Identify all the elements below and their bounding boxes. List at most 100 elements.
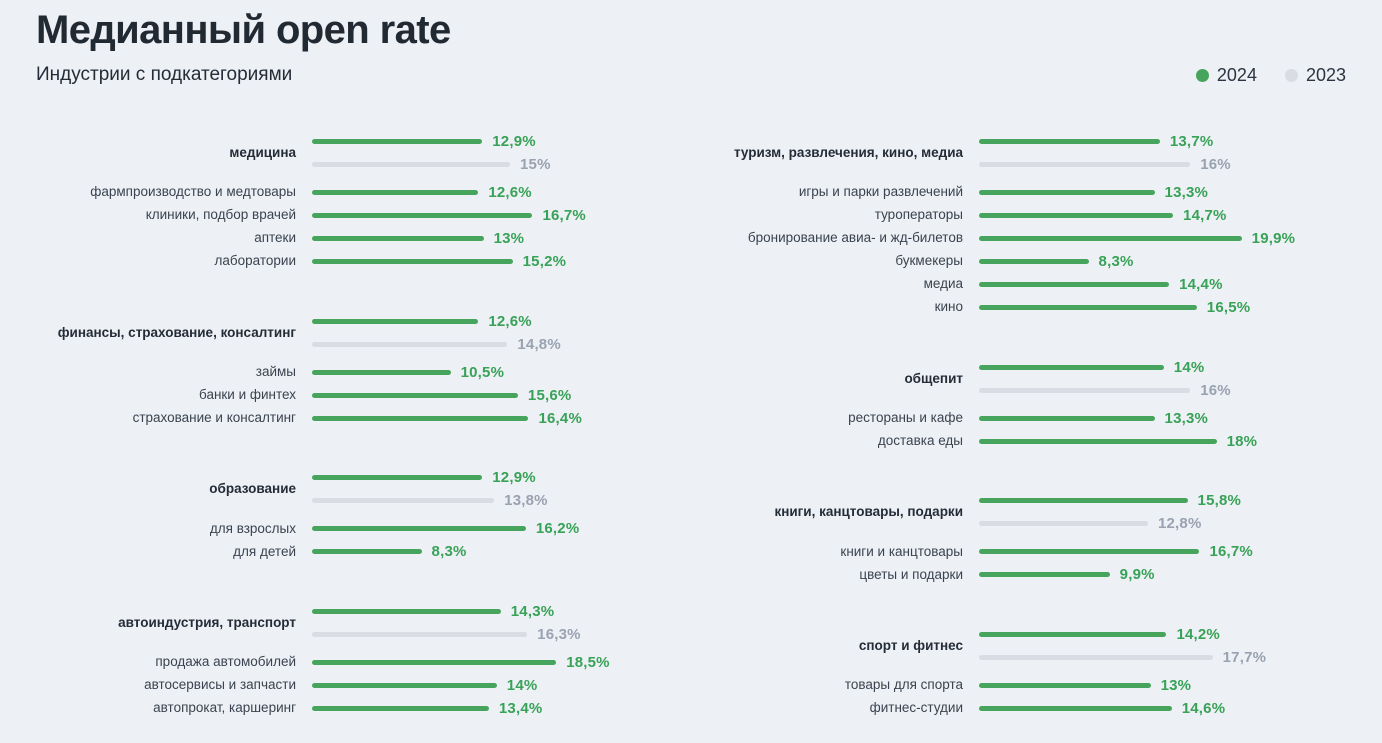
value-2024: 18% bbox=[1226, 432, 1258, 450]
group-header: образование 12,9% 13,8% bbox=[36, 466, 679, 512]
bar-row-2024: 16,7% bbox=[312, 204, 679, 227]
bar-2023 bbox=[312, 162, 510, 167]
subcategories: для взрослых 16,2% для детей 8,3% bbox=[36, 517, 679, 563]
bar-row-2024: 13% bbox=[979, 674, 1346, 697]
subcategory-label: фитнес-студии bbox=[869, 700, 963, 716]
bar-2024 bbox=[312, 318, 479, 324]
group-header: медицина 12,9% 15% bbox=[36, 130, 679, 176]
subcategory-row: банки и финтех 15,6% bbox=[36, 384, 679, 407]
bar-2024 bbox=[979, 631, 1167, 637]
bar-row-2024: 12,6% bbox=[312, 181, 679, 204]
subcategory-label: продажа автомобилей bbox=[155, 654, 296, 670]
industry-group: автоиндустрия, транспорт 14,3% 16,3% продаж… bbox=[36, 600, 679, 720]
bar-row-2024: 14% bbox=[312, 674, 679, 697]
bar-row-2024: 14,7% bbox=[979, 204, 1346, 227]
bar-2024 bbox=[979, 438, 1217, 444]
bar-2024 bbox=[312, 392, 518, 398]
subcategories: рестораны и кафе 13,3% доставка еды 18% bbox=[703, 407, 1346, 453]
subcategory-label: займы bbox=[255, 364, 296, 380]
value-2024: 14,7% bbox=[1183, 207, 1227, 224]
bar-2024 bbox=[312, 213, 533, 218]
bar-row-2024: 13,3% bbox=[979, 181, 1346, 204]
bar-row-2024: 14,2% bbox=[979, 623, 1346, 646]
value-2024: 13,3% bbox=[1164, 409, 1209, 427]
industry-group: медицина 12,9% 15% фармпроизводство и медто… bbox=[36, 130, 679, 273]
subcategory-row: фитнес-студии 14,6% bbox=[703, 697, 1346, 720]
bar-2024 bbox=[979, 139, 1160, 144]
bar-row-2024: 10,5% bbox=[312, 361, 679, 384]
bar-row-2024: 13,4% bbox=[312, 697, 679, 720]
subcategory-row: страхование и консалтинг 16,4% bbox=[36, 407, 679, 430]
group-label: медицина bbox=[229, 144, 296, 160]
bar-row-2024: 16,4% bbox=[312, 407, 679, 430]
bar-2024 bbox=[979, 259, 1089, 264]
value-2024: 15,8% bbox=[1197, 492, 1242, 510]
subtitle-row: Индустрии с подкатегориями 2024 2023 bbox=[36, 64, 1346, 86]
legend-dot-2023 bbox=[1284, 68, 1298, 82]
bar-2024 bbox=[312, 705, 489, 711]
value-2024: 12,6% bbox=[488, 312, 532, 330]
group-label: образование bbox=[209, 481, 296, 497]
bar-row-2023: 12,8% bbox=[979, 512, 1346, 535]
bar-2024 bbox=[979, 682, 1151, 688]
bar-row-2023: 15% bbox=[312, 153, 679, 176]
group-bars: 14% 16% bbox=[979, 356, 1346, 402]
bar-row-2024: 18% bbox=[979, 430, 1346, 453]
value-2023: 16% bbox=[1200, 381, 1231, 399]
bar-row-2024: 8,3% bbox=[979, 250, 1346, 273]
subcategory-label: бронирование авиа- и жд-билетов bbox=[747, 230, 963, 246]
subcategory-label: для детей bbox=[233, 543, 296, 559]
bar-row-2024: 12,6% bbox=[312, 310, 679, 333]
value-2024: 12,6% bbox=[488, 184, 532, 201]
subcategory-label: кино bbox=[934, 299, 963, 315]
page: Медианный open rate Индустрии с подкатег… bbox=[36, 8, 1346, 720]
bar-row-2023: 17,7% bbox=[979, 646, 1346, 669]
subcategories: займы 10,5% банки и финтех 15,6% страхование… bbox=[36, 361, 679, 430]
group-header: общепит 14% 16% bbox=[703, 356, 1346, 402]
bar-2024 bbox=[979, 282, 1170, 287]
bar-row-2023: 16% bbox=[979, 153, 1346, 176]
bar-row-2023: 13,8% bbox=[312, 489, 679, 512]
bar-2024 bbox=[312, 475, 483, 481]
group-header: спорт и фитнес 14,2% 17,7% bbox=[703, 623, 1346, 669]
value-2024: 13,3% bbox=[1164, 184, 1209, 201]
bar-row-2024: 16,7% bbox=[979, 540, 1346, 563]
bar-2023 bbox=[979, 654, 1213, 660]
value-2024: 14% bbox=[506, 676, 538, 694]
value-2024: 16,5% bbox=[1206, 299, 1251, 316]
value-2024: 14% bbox=[1173, 358, 1205, 376]
value-2024: 12,9% bbox=[492, 133, 536, 150]
subcategory-row: автопрокат, каршеринг 13,4% bbox=[36, 697, 679, 720]
bar-2024 bbox=[979, 236, 1242, 241]
bar-2023 bbox=[312, 631, 528, 637]
bar-row-2024: 14% bbox=[979, 356, 1346, 379]
value-2024: 8,3% bbox=[431, 543, 467, 561]
value-2023: 14,8% bbox=[517, 335, 561, 353]
value-2023: 12,8% bbox=[1157, 515, 1202, 533]
bar-2024 bbox=[312, 549, 422, 555]
group-bars: 12,9% 15% bbox=[312, 130, 679, 176]
subcategory-label: автопрокат, каршеринг bbox=[153, 700, 296, 716]
bar-2024 bbox=[312, 259, 513, 264]
group-header: автоиндустрия, транспорт 14,3% 16,3% bbox=[36, 600, 679, 646]
subcategories: игры и парки развлечений 13,3% туроператор… bbox=[703, 181, 1346, 319]
value-2024: 13% bbox=[493, 230, 525, 247]
bar-row-2024: 12,9% bbox=[312, 130, 679, 153]
subcategory-row: доставка еды 18% bbox=[703, 430, 1346, 453]
subcategory-label: книги и канцтовары bbox=[840, 543, 963, 559]
subcategory-row: лаборатории 15,2% bbox=[36, 250, 679, 273]
subcategory-row: для взрослых 16,2% bbox=[36, 517, 679, 540]
subcategory-row: фармпроизводство и медтовары 12,6% bbox=[36, 181, 679, 204]
bar-2024 bbox=[979, 705, 1172, 711]
group-header: финансы, страхование, консалтинг 12,6% 14,… bbox=[36, 310, 679, 356]
bar-row-2024: 14,4% bbox=[979, 273, 1346, 296]
bar-row-2024: 15,8% bbox=[979, 489, 1346, 512]
legend-label: 2023 bbox=[1305, 64, 1346, 85]
industry-group: общепит 14% 16% рестораны и кафе 13,3% достав… bbox=[703, 356, 1346, 453]
group-bars: 14,3% 16,3% bbox=[312, 600, 679, 646]
bar-row-2023: 16% bbox=[979, 379, 1346, 402]
group-bars: 13,7% 16% bbox=[979, 130, 1346, 176]
subcategory-label: лаборатории bbox=[214, 253, 296, 269]
subcategories: фармпроизводство и медтовары 12,6% клиники… bbox=[36, 181, 679, 273]
bar-2023 bbox=[312, 498, 495, 504]
